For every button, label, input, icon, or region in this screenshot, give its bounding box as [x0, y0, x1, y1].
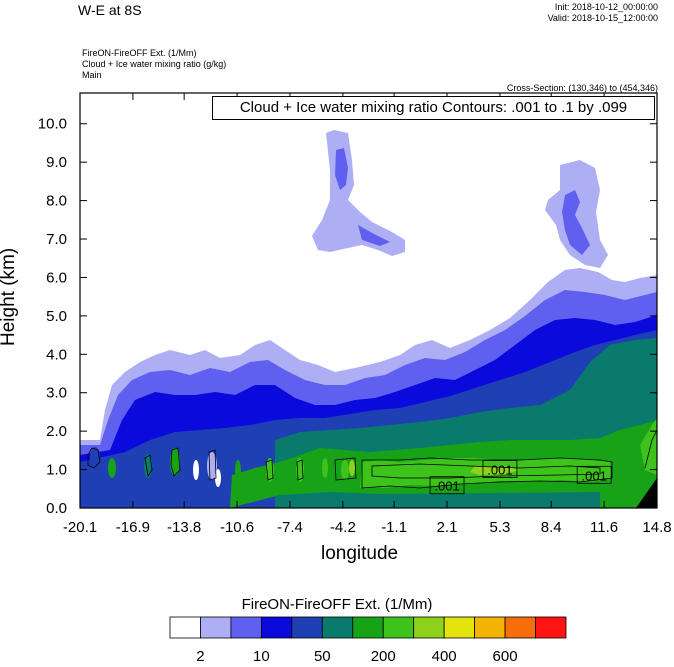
plot-frame: [79, 92, 658, 509]
y-tick-label: 1.0: [46, 462, 67, 479]
y-tick-label: 9.0: [46, 154, 67, 171]
x-axis-title: longitude: [321, 543, 399, 564]
contour-label: .001: [487, 463, 512, 478]
init-time: Init: 2018-10-12_00:00:00: [554, 2, 658, 12]
y-tick-label: 8.0: [46, 193, 67, 210]
x-tick-label: -16.9: [116, 519, 150, 536]
valid-time: Valid: 2018-10-15_12:00:00: [547, 13, 658, 23]
colorbar-swatch: [260, 616, 293, 639]
x-tick-label: -13.8: [167, 519, 201, 536]
x-tick-label: 14.8: [642, 519, 671, 536]
contour-label: .001: [434, 479, 459, 494]
contour-label: .001: [582, 468, 607, 483]
colorbar-tick-label: 50: [314, 648, 331, 665]
field-name-contour: Cloud + Ice water mixing ratio (g/kg): [82, 59, 227, 69]
x-tick-label: -7.4: [277, 519, 303, 536]
colorbar-tick-label: 600: [493, 648, 518, 665]
y-tick-label: 4.0: [46, 346, 67, 363]
colorbar-tick-label: 200: [371, 648, 396, 665]
x-tick-label: -4.2: [330, 519, 356, 536]
x-tick-label: 8.4: [541, 519, 562, 536]
band-yellowgreen: [470, 466, 520, 475]
y-tick-label: 3.0: [46, 385, 67, 402]
anvil-left-inner: [335, 148, 348, 190]
field-info: FireON-FireOFF Ext. (1/Mm) Cloud + Ice w…: [82, 48, 226, 81]
colorbar-tick-label: 2: [196, 648, 204, 665]
y-tick-label: 5.0: [46, 308, 67, 325]
colorbar-title: FireON-FireOFF Ext. (1/Mm): [241, 596, 433, 613]
x-tick-label: 11.6: [590, 519, 618, 536]
x-tick-label: 5.3: [490, 519, 511, 536]
y-tick-label: 10.0: [38, 116, 67, 133]
y-tick-label: 7.0: [46, 231, 67, 248]
anvil-right-inner: [562, 190, 590, 255]
axes: -20.1 -16.9 -13.8 -10.6 -7.4 -4.2 -1.1 2.1 5.3 8.…: [38, 93, 672, 536]
y-tick-label: 6.0: [46, 269, 67, 286]
x-tick-label: 2.1: [437, 519, 458, 536]
cross-section-info: Cross-Section: (130,346) to (454,346): [506, 83, 658, 93]
colorbar-swatch: [382, 616, 415, 639]
y-axis-title: Height (km): [0, 247, 19, 346]
colorbar-swatch: [443, 616, 476, 639]
contour-labels: .001 .001 .001: [429, 460, 612, 495]
colorbar-swatch: [169, 616, 201, 639]
plot-area: [80, 93, 657, 508]
colorbar-swatch: [321, 616, 354, 639]
colorbar-swatch: [352, 616, 384, 639]
colorbar-tick-label: 400: [432, 648, 457, 665]
terrain: [636, 478, 657, 508]
colorbar-tick-label: 10: [253, 648, 270, 665]
x-tick-label: -1.1: [381, 519, 407, 536]
colorbar-swatch: [291, 616, 323, 639]
contour-lines: [87, 429, 657, 489]
time-info: Init: 2018-10-12_00:00:00 Valid: 2018-10…: [548, 2, 658, 24]
colorbar-swatch: [474, 616, 506, 639]
contour-label-box: [576, 465, 612, 484]
y-tick-label: 2.0: [46, 423, 67, 440]
anvil-left-inner2: [358, 225, 390, 246]
plot-title: W-E at 8S: [78, 2, 142, 18]
x-tick-label: -20.1: [63, 519, 97, 536]
colorbar: 2 10 50 200 400 600: [169, 616, 567, 665]
anvil-right: [545, 160, 608, 268]
colorbar-swatch: [230, 616, 262, 639]
anvil-left: [312, 130, 405, 256]
band-lightgreen-edge: [640, 418, 657, 475]
scatter-features: [90, 447, 355, 487]
field-main: Main: [82, 70, 102, 80]
colorbar-swatch: [413, 616, 445, 639]
x-tick-label: -10.6: [220, 519, 254, 536]
contour-legend-box: Cloud + Ice water mixing ratio Contours:…: [212, 96, 655, 120]
colorbar-swatch: [504, 616, 536, 639]
colorbar-swatch: [200, 616, 232, 639]
field-name-primary: FireON-FireOFF Ext. (1/Mm): [82, 48, 197, 58]
y-tick-label: 0.0: [46, 500, 67, 517]
colorbar-swatch: [535, 616, 567, 639]
contour-label-box: [482, 460, 518, 478]
contour-label-box: [429, 476, 465, 495]
